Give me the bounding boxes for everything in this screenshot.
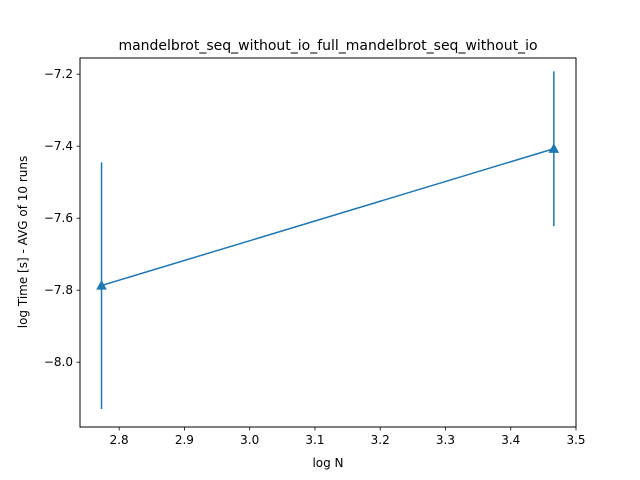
x-tick-label: 3.4	[501, 433, 520, 447]
data-point-marker	[96, 279, 107, 290]
y-tick-label: −7.4	[44, 139, 73, 153]
y-tick-label: −7.8	[44, 283, 73, 297]
y-tick-label: −8.0	[44, 355, 73, 369]
y-axis-ticks: −8.0 −7.8 −7.6 −7.4 −7.2	[44, 67, 80, 369]
x-tick-label: 3.2	[371, 433, 390, 447]
x-axis-ticks: 2.8 2.9 3.0 3.1 3.2 3.3 3.4 3.5	[110, 427, 586, 447]
series-line	[101, 148, 555, 287]
x-tick-label: 3.0	[240, 433, 259, 447]
x-tick-label: 2.8	[110, 433, 129, 447]
axes-frame	[79, 57, 577, 428]
x-tick-label: 3.5	[566, 433, 585, 447]
x-tick-label: 2.9	[175, 433, 194, 447]
x-axis-label: log N	[312, 456, 343, 470]
x-tick-label: 3.3	[436, 433, 455, 447]
y-axis-label: log Time [s] - AVG of 10 runs	[16, 156, 30, 329]
y-tick-label: −7.2	[44, 67, 73, 81]
chart-title: mandelbrot_seq_without_io_full_mandelbro…	[118, 38, 537, 54]
data-point-marker	[548, 143, 560, 153]
y-tick-label: −7.6	[44, 211, 73, 225]
x-tick-label: 3.1	[305, 433, 324, 447]
plot-area	[96, 71, 560, 409]
